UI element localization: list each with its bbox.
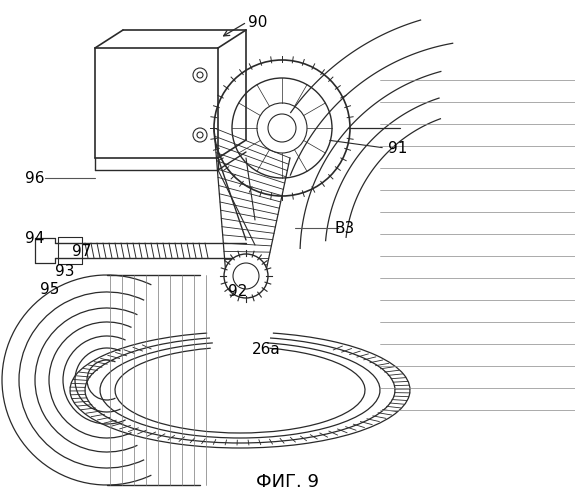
Text: 92: 92 — [228, 284, 247, 299]
Text: 95: 95 — [40, 282, 59, 297]
Text: 94: 94 — [25, 231, 44, 246]
Text: 96: 96 — [25, 171, 44, 186]
Text: 91: 91 — [388, 141, 407, 156]
Text: 93: 93 — [55, 264, 75, 279]
Circle shape — [224, 254, 268, 298]
Text: B3: B3 — [335, 221, 355, 236]
Text: 97: 97 — [72, 245, 91, 259]
Text: ФИГ. 9: ФИГ. 9 — [255, 473, 319, 491]
Text: 26a: 26a — [252, 342, 281, 357]
Text: 90: 90 — [248, 14, 267, 29]
